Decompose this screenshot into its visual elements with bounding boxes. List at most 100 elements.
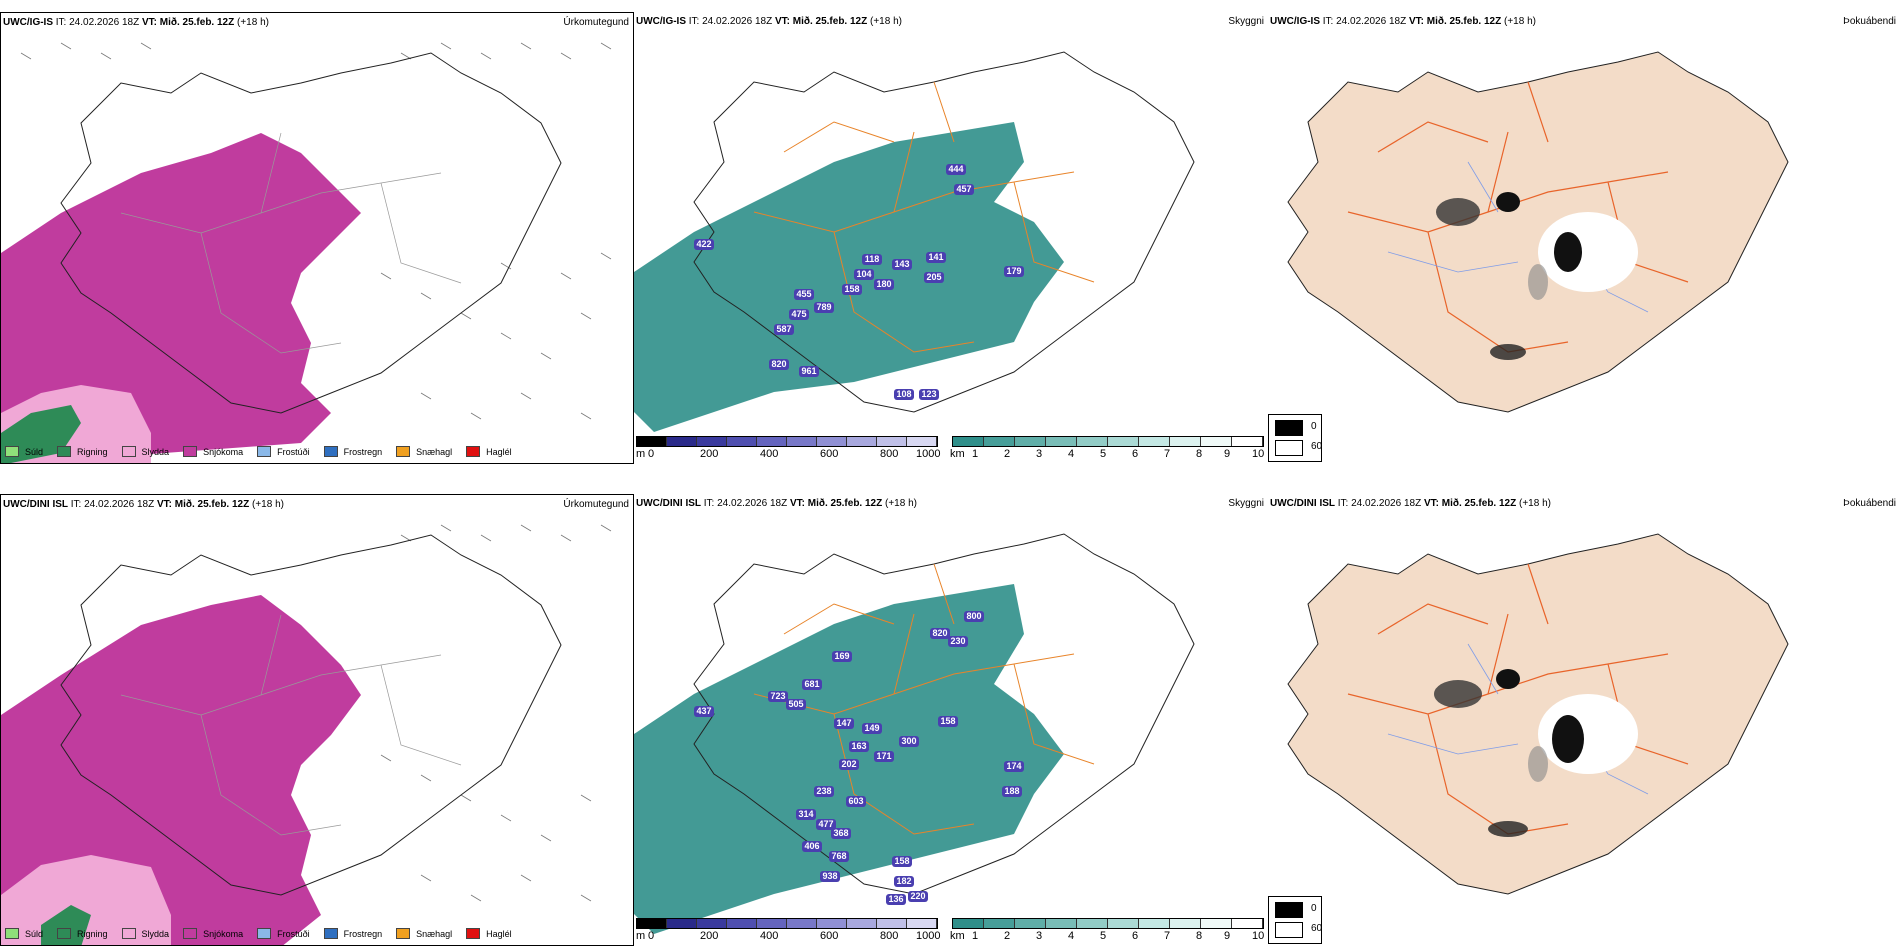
cloud-base-label: 123 bbox=[921, 389, 936, 399]
fog-panel-bottom: UWC/DINI ISL IT: 24.02.2026 18Z VT: Mið.… bbox=[1268, 494, 1900, 946]
cloud-base-label: 455 bbox=[796, 289, 811, 299]
cloud-base-mark bbox=[820, 871, 840, 882]
cloud-base-mark bbox=[816, 819, 836, 830]
cloud-base-mark bbox=[894, 876, 914, 887]
cloud-base-mark bbox=[1002, 786, 1022, 797]
legend-item: Frostúði bbox=[257, 928, 310, 939]
cloud-base-label: 179 bbox=[1006, 266, 1021, 276]
cloud-base-label: 475 bbox=[791, 309, 806, 319]
product-title: Skyggni bbox=[1228, 498, 1264, 509]
cloud-base-mark bbox=[834, 718, 854, 729]
cloud-base-label: 158 bbox=[844, 284, 859, 294]
cloud-base-label: 118 bbox=[865, 254, 880, 264]
cloud-base-mark bbox=[954, 184, 974, 195]
cloud-base-labels: 422 444 457 118 143 141 104 180 158 205 455 789 4755… bbox=[694, 164, 1024, 400]
product-title: Þokuábendi bbox=[1843, 498, 1896, 509]
legend-item: Rigning bbox=[57, 928, 108, 939]
cloud-base-mark bbox=[946, 164, 966, 175]
legend-item: Haglél bbox=[466, 928, 512, 939]
sleet-area bbox=[1, 855, 171, 945]
precip-panel-bottom: UWC/DINI ISL IT: 24.02.2026 18Z VT: Mið.… bbox=[0, 494, 634, 946]
cloud-base-mark bbox=[802, 679, 822, 690]
cloud-base-mark bbox=[930, 628, 950, 639]
land-fill bbox=[1287, 533, 1789, 895]
legend-item: Frostregn bbox=[323, 446, 382, 457]
roads bbox=[753, 563, 1095, 835]
cloud-base-label: 136 bbox=[888, 894, 903, 904]
cloud-base-mark bbox=[829, 851, 849, 862]
cloud-base-mark bbox=[892, 259, 912, 270]
cloud-base-label: 603 bbox=[848, 796, 863, 806]
cloud-base-label: 300 bbox=[901, 736, 916, 746]
cloud-base-label: 104 bbox=[856, 269, 871, 279]
cloud-base-label: 182 bbox=[896, 876, 911, 886]
cloud-base-mark bbox=[854, 269, 874, 280]
fog-map-top bbox=[1287, 51, 1789, 413]
panel-header: UWC/DINI ISL IT: 24.02.2026 18Z VT: Mið.… bbox=[636, 498, 917, 509]
cloud-base-label: 141 bbox=[928, 252, 943, 262]
cloud-base-label: 723 bbox=[770, 691, 785, 701]
legend-item: Snjókoma bbox=[183, 446, 243, 457]
cloud-base-mark bbox=[874, 751, 894, 762]
panel-header: UWC/DINI ISL IT: 24.02.2026 18Z VT: Mið.… bbox=[3, 499, 284, 510]
cloud-base-label: 158 bbox=[940, 716, 955, 726]
low-visibility-area bbox=[634, 122, 1064, 432]
cloud-base-mark bbox=[964, 611, 984, 622]
cloud-base-label: 437 bbox=[696, 706, 711, 716]
fog-legend: 0 60 bbox=[1268, 896, 1322, 944]
cloud-base-mark bbox=[794, 289, 814, 300]
cloud-base-label: 820 bbox=[932, 628, 947, 638]
legend-item: Snjókoma bbox=[183, 928, 243, 939]
cloud-base-label: 444 bbox=[948, 164, 963, 174]
legend-item: Súld bbox=[5, 928, 43, 939]
cloud-base-mark bbox=[886, 894, 906, 905]
cloud-base-label: 368 bbox=[833, 828, 848, 838]
legend-item: Rigning bbox=[57, 446, 108, 457]
cloud-base-label: 587 bbox=[776, 324, 791, 334]
cloud-base-mark bbox=[874, 279, 894, 290]
cloud-base-mark bbox=[846, 796, 866, 807]
cloud-base-label: 174 bbox=[1006, 761, 1021, 771]
cloud-base-label: 820 bbox=[771, 359, 786, 369]
legend-item: Súld bbox=[5, 446, 43, 457]
precip-type-legend: Súld Rigning Slydda Snjókoma Frostúði Fr… bbox=[5, 446, 512, 457]
cloud-base-label: 789 bbox=[816, 302, 831, 312]
cloud-base-label: 143 bbox=[894, 259, 909, 269]
wind-barbs bbox=[20, 42, 612, 420]
cloud-base-label: 505 bbox=[788, 699, 803, 709]
fog-map-bottom bbox=[1287, 533, 1789, 895]
product-title: Úrkomutegund bbox=[563, 17, 629, 28]
cloud-base-label: 158 bbox=[894, 856, 909, 866]
precip-map-top bbox=[1, 42, 612, 463]
cloud-base-mark bbox=[814, 786, 834, 797]
cloud-base-label: 220 bbox=[910, 891, 925, 901]
roads bbox=[120, 614, 462, 836]
cloud-base-mark bbox=[1004, 761, 1024, 772]
cloud-base-label: 205 bbox=[926, 272, 941, 282]
cloud-base-mark bbox=[938, 716, 958, 727]
fog-panel-top: UWC/IG-IS IT: 24.02.2026 18Z VT: Mið. 25… bbox=[1268, 12, 1900, 464]
product-title: Þokuábendi bbox=[1843, 16, 1896, 27]
legend-item: Frostregn bbox=[323, 928, 382, 939]
snow-area bbox=[1, 133, 361, 463]
visibility-colorbar: km 1 2 3 4 5 6 7 8 9 10 bbox=[950, 918, 1268, 942]
cloud-base-mark bbox=[769, 359, 789, 370]
fog-index-areas bbox=[1436, 192, 1638, 360]
cloud-base-mark bbox=[892, 856, 912, 867]
product-title: Skyggni bbox=[1228, 16, 1264, 27]
cloud-base-label: 457 bbox=[956, 184, 971, 194]
land-fill bbox=[1287, 51, 1789, 413]
product-title: Úrkomutegund bbox=[563, 499, 629, 510]
precip-type-legend: Súld Rigning Slydda Snjókoma Frostúði Fr… bbox=[5, 928, 512, 939]
cloud-base-label: 800 bbox=[966, 611, 981, 621]
legend-item: Snæhagl bbox=[396, 446, 452, 457]
roads bbox=[753, 81, 1095, 353]
iceland-outline bbox=[60, 52, 562, 414]
cloud-base-label: 180 bbox=[876, 279, 891, 289]
cloud-base-label: 163 bbox=[851, 741, 866, 751]
cloud-base-label: 238 bbox=[816, 786, 831, 796]
cloud-base-mark bbox=[774, 324, 794, 335]
cloud-base-mark bbox=[839, 759, 859, 770]
cloud-base-mark bbox=[1004, 266, 1024, 277]
